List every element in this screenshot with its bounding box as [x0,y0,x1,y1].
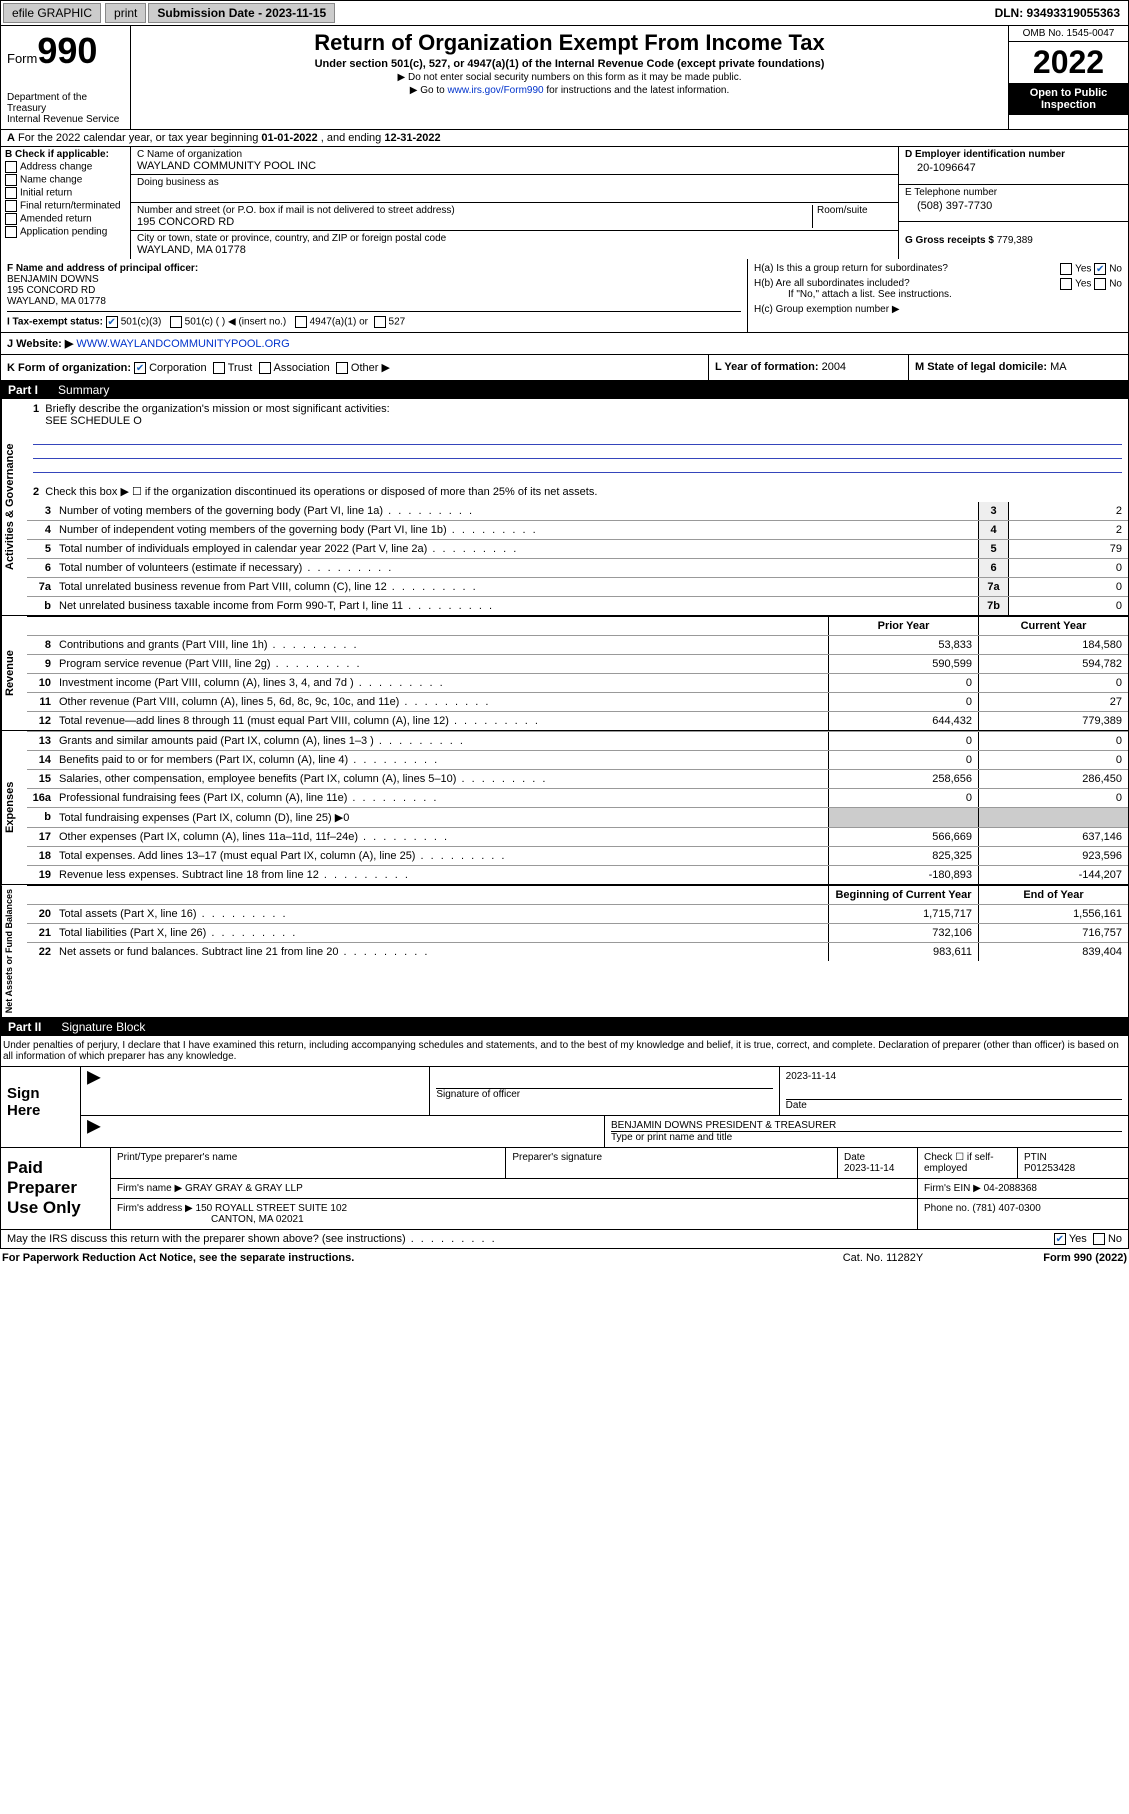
net-line: 22Net assets or fund balances. Subtract … [27,942,1128,961]
officer-name-title: BENJAMIN DOWNS PRESIDENT & TREASURER [611,1120,1122,1131]
top-toolbar: efile GRAPHIC print Submission Date - 20… [0,0,1129,26]
revenue-line: 12Total revenue—add lines 8 through 11 (… [27,711,1128,730]
irs-label: Internal Revenue Service [7,114,124,125]
summary-expenses: Expenses 13Grants and similar amounts pa… [0,731,1129,885]
row-j-website: J Website: ▶ WWW.WAYLANDCOMMUNITYPOOL.OR… [0,333,1129,355]
row-k: K Form of organization: Corporation Trus… [0,355,1129,381]
revenue-line: 9Program service revenue (Part VIII, lin… [27,654,1128,673]
irs-link[interactable]: www.irs.gov/Form990 [447,85,543,96]
may-discuss: May the IRS discuss this return with the… [0,1230,1129,1249]
efile-button[interactable]: efile GRAPHIC [3,3,101,23]
officer-name: BENJAMIN DOWNS [7,274,741,285]
dept-label: Department of the Treasury [7,92,124,114]
section-bcde: B Check if applicable: Address change Na… [0,147,1129,259]
expense-line: 18Total expenses. Add lines 13–17 (must … [27,846,1128,865]
summary-activities: Activities & Governance 1 Briefly descri… [0,399,1129,616]
sign-date: 2023-11-14 [786,1071,1122,1082]
submission-date: Submission Date - 2023-11-15 [148,3,335,23]
form-header: Form990 Department of the Treasury Inter… [0,26,1129,130]
expense-line: 15Salaries, other compensation, employee… [27,769,1128,788]
box-deg: D Employer identification number20-10966… [898,147,1128,259]
summary-net: Net Assets or Fund Balances Beginning of… [0,885,1129,1018]
firm-address: 150 ROYALL STREET SUITE 102 [196,1203,348,1214]
summary-line: 4Number of independent voting members of… [27,520,1128,539]
page-footer: For Paperwork Reduction Act Notice, see … [0,1249,1129,1267]
opt-application-pending[interactable]: Application pending [20,227,107,238]
row-fhi: F Name and address of principal officer:… [0,259,1129,333]
opt-amended-return[interactable]: Amended return [20,214,92,225]
summary-line: 3Number of voting members of the governi… [27,502,1128,520]
net-line: 21Total liabilities (Part X, line 26)732… [27,923,1128,942]
firm-phone: (781) 407-0300 [972,1203,1040,1214]
sign-here: Sign Here ▶ Signature of officer 2023-11… [0,1067,1129,1148]
box-c: C Name of organizationWAYLAND COMMUNITY … [131,147,898,259]
net-line: 20Total assets (Part X, line 16)1,715,71… [27,904,1128,923]
summary-revenue: Revenue Prior YearCurrent Year 8Contribu… [0,616,1129,731]
print-button[interactable]: print [105,3,146,23]
summary-line: 6Total number of volunteers (estimate if… [27,558,1128,577]
form-number: Form990 [7,30,124,72]
opt-initial-return[interactable]: Initial return [20,188,72,199]
omb-number: OMB No. 1545-0047 [1009,26,1128,42]
row-i-label: I Tax-exempt status: [7,317,103,328]
org-street: 195 CONCORD RD [137,216,234,228]
year-formation: 2004 [822,361,846,373]
firm-name: GRAY GRAY & GRAY LLP [185,1183,303,1194]
revenue-line: 10Investment income (Part VIII, column (… [27,673,1128,692]
dln: DLN: 93493319055363 [987,4,1128,22]
phone: (508) 397-7730 [905,200,1122,212]
form-title: Return of Organization Exempt From Incom… [135,30,1004,56]
revenue-line: 8Contributions and grants (Part VIII, li… [27,635,1128,654]
summary-line: bNet unrelated business taxable income f… [27,596,1128,615]
mission-text: SEE SCHEDULE O [45,415,142,427]
box-b: B Check if applicable: Address change Na… [1,147,131,259]
form-note-2: ▶ Go to www.irs.gov/Form990 for instruct… [135,85,1004,96]
website-link[interactable]: WWW.WAYLANDCOMMUNITYPOOL.ORG [76,338,289,350]
expense-line: bTotal fundraising expenses (Part IX, co… [27,807,1128,827]
opt-address-change[interactable]: Address change [20,162,92,173]
firm-ein: 04-2088368 [984,1183,1037,1194]
row-a-period: A For the 2022 calendar year, or tax yea… [0,130,1129,147]
form-subtitle: Under section 501(c), 527, or 4947(a)(1)… [135,58,1004,70]
expense-line: 16aProfessional fundraising fees (Part I… [27,788,1128,807]
summary-line: 7aTotal unrelated business revenue from … [27,577,1128,596]
ptin: P01253428 [1024,1163,1075,1174]
expense-line: 13Grants and similar amounts paid (Part … [27,731,1128,750]
penalties-text: Under penalties of perjury, I declare th… [0,1036,1129,1067]
org-city: WAYLAND, MA 01778 [137,244,246,256]
part-2-header: Part IISignature Block [0,1018,1129,1036]
gross-receipts: 779,389 [997,235,1033,246]
opt-name-change[interactable]: Name change [20,175,82,186]
org-name: WAYLAND COMMUNITY POOL INC [137,160,316,172]
opt-final-return[interactable]: Final return/terminated [20,201,121,212]
ein: 20-1096647 [905,162,1122,174]
paid-preparer: Paid Preparer Use Only Print/Type prepar… [0,1148,1129,1230]
summary-line: 5Total number of individuals employed in… [27,539,1128,558]
expense-line: 14Benefits paid to or for members (Part … [27,750,1128,769]
state-domicile: MA [1050,361,1067,373]
open-inspection-badge: Open to Public Inspection [1009,83,1128,115]
expense-line: 17Other expenses (Part IX, column (A), l… [27,827,1128,846]
expense-line: 19Revenue less expenses. Subtract line 1… [27,865,1128,884]
form-note-1: ▶ Do not enter social security numbers o… [135,72,1004,83]
part-1-header: Part ISummary [0,381,1129,399]
tax-year: 2022 [1009,42,1128,83]
prep-date: 2023-11-14 [844,1163,894,1174]
revenue-line: 11Other revenue (Part VIII, column (A), … [27,692,1128,711]
